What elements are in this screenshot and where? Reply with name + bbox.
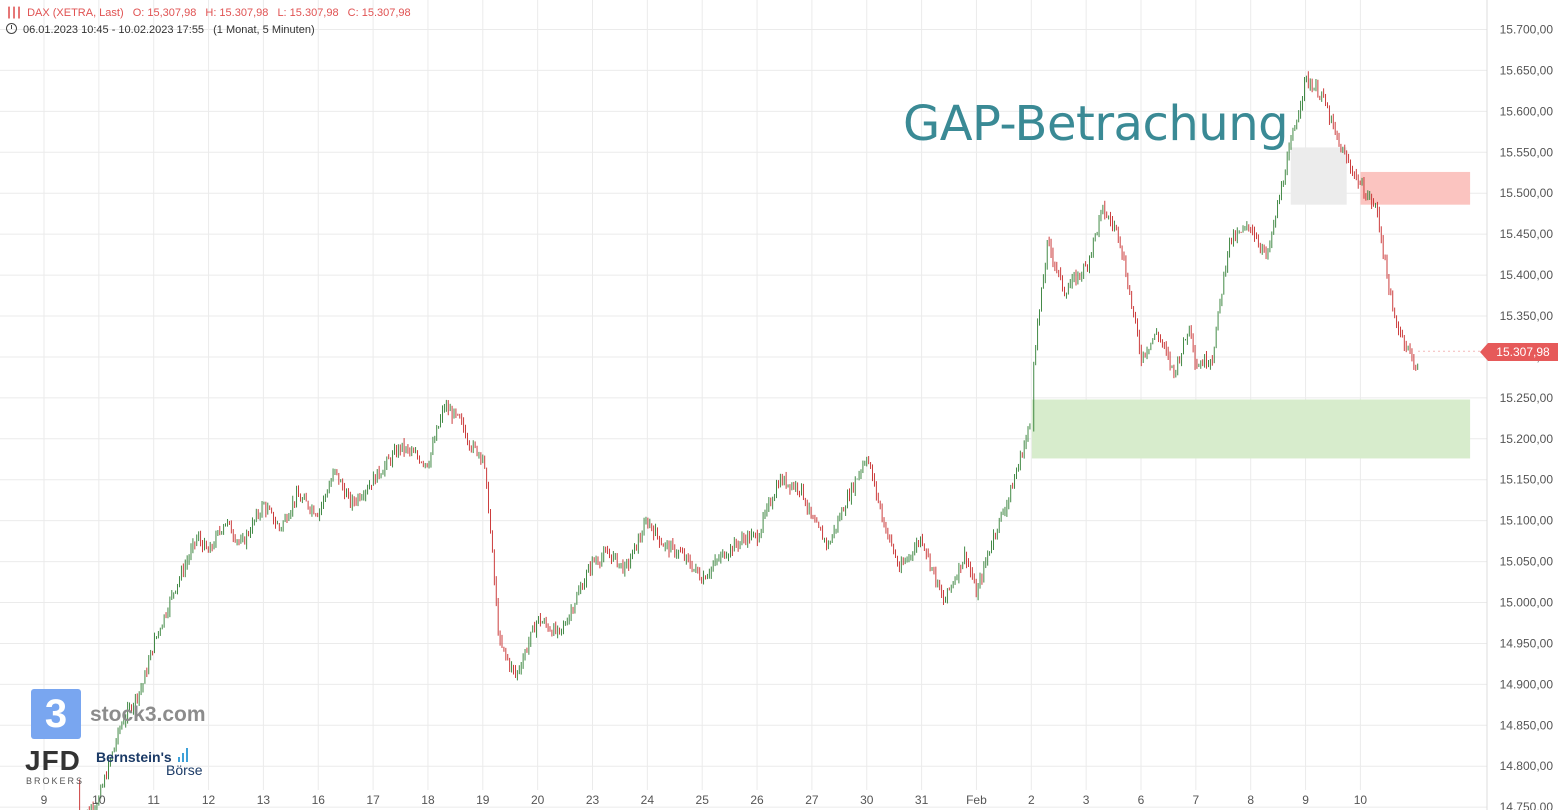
x-tick-label: 13 [257,793,271,807]
x-tick-label: 24 [641,793,655,807]
x-tick-label: 18 [421,793,435,807]
low-value: L: 15.307,98 [277,7,339,19]
x-tick-label: 7 [1193,793,1200,807]
gap-zones [1031,147,1471,459]
bernsteins-logo: Bernstein's [96,749,172,765]
gap-zone-green [1031,399,1471,459]
x-tick-label: 25 [696,793,710,807]
x-tick-label: 11 [147,793,160,807]
last-price-tag: 15.307,98 [1480,343,1558,361]
y-tick-label: 14.950,00 [1500,636,1554,650]
x-tick-label: 31 [915,793,929,807]
y-tick-label: 15.100,00 [1500,514,1554,528]
y-tick-label: 15.650,00 [1500,63,1554,77]
interval: (1 Monat, 5 Minuten) [213,24,315,36]
x-axis: 9 10 11 12 13 16 17 18 19 20 23 24 25 26 27 30 31 Feb 2 3 6 7… [41,793,1368,807]
jfd-logo-sub: BROKERS [26,776,85,786]
candles-icon: ┃┃┃ [6,8,22,19]
x-tick-label: 2 [1028,793,1035,807]
x-tick-label: 19 [476,793,490,807]
ohlc-header: ┃┃┃ DAX (XETRA, Last) O: 15,307,98 H: 15.… [6,7,417,19]
y-tick-label: 15.700,00 [1500,23,1554,37]
annotation-title: GAP-Betrachung [903,96,1289,152]
instrument-name: DAX (XETRA, Last) [27,7,124,19]
y-tick-label: 15.450,00 [1500,227,1554,241]
y-tick-label: 14.750,00 [1500,800,1554,810]
jfd-logo: JFD [25,745,81,776]
x-tick-label: 17 [366,793,380,807]
y-axis: 14.750,00 14.800,00 14.850,00 14.900,00 14.9… [1486,0,1554,810]
x-tick-label: 6 [1138,793,1145,807]
bar-chart-icon [178,748,190,762]
candles [79,71,1487,810]
date-range: 06.01.2023 10:45 - 10.02.2023 17:55 [23,24,205,36]
x-tick-label: 3 [1083,793,1090,807]
x-tick-label: 20 [531,793,545,807]
x-tick-label: Feb [966,793,987,807]
x-tick-label: 10 [1354,793,1368,807]
y-tick-label: 15.050,00 [1500,555,1554,569]
y-tick-label: 15.000,00 [1500,596,1554,610]
chart-grid [0,0,1487,808]
y-tick-label: 15.250,00 [1500,391,1554,405]
y-tick-label: 14.850,00 [1500,718,1554,732]
x-tick-label: 9 [1302,793,1309,807]
x-tick-label: 16 [312,793,326,807]
stock3-logo-icon: 3 [31,689,81,739]
y-tick-label: 15.600,00 [1500,104,1554,118]
x-tick-label: 23 [586,793,600,807]
x-tick-label: 12 [202,793,216,807]
gap-zone-red [1360,171,1471,205]
y-tick-label: 14.800,00 [1500,759,1554,773]
gap-zone-grey [1290,147,1347,205]
boerse-logo: Börse [166,762,203,778]
y-tick-label: 15.550,00 [1500,145,1554,159]
x-tick-label: 10 [92,793,106,807]
x-tick-label: 27 [805,793,819,807]
x-tick-label: 26 [750,793,764,807]
time-range-header: 06.01.2023 10:45 - 10.02.2023 17:55 (1 M… [6,23,321,36]
y-tick-label: 15.200,00 [1500,432,1554,446]
x-tick-label: 30 [860,793,874,807]
stock3-logo-text: stock3.com [90,703,206,726]
y-tick-label: 15.150,00 [1500,473,1554,487]
y-tick-label: 15.400,00 [1500,268,1554,282]
clock-icon [6,23,17,34]
x-tick-label: 8 [1247,793,1254,807]
y-tick-label: 15.350,00 [1500,309,1554,323]
y-tick-label: 15.500,00 [1500,186,1554,200]
open-value: O: 15,307,98 [132,7,197,19]
close-value: C: 15.307,98 [347,7,411,19]
x-tick-label: 9 [41,793,48,807]
high-value: H: 15.307,98 [205,7,269,19]
y-tick-label: 14.900,00 [1500,677,1554,691]
